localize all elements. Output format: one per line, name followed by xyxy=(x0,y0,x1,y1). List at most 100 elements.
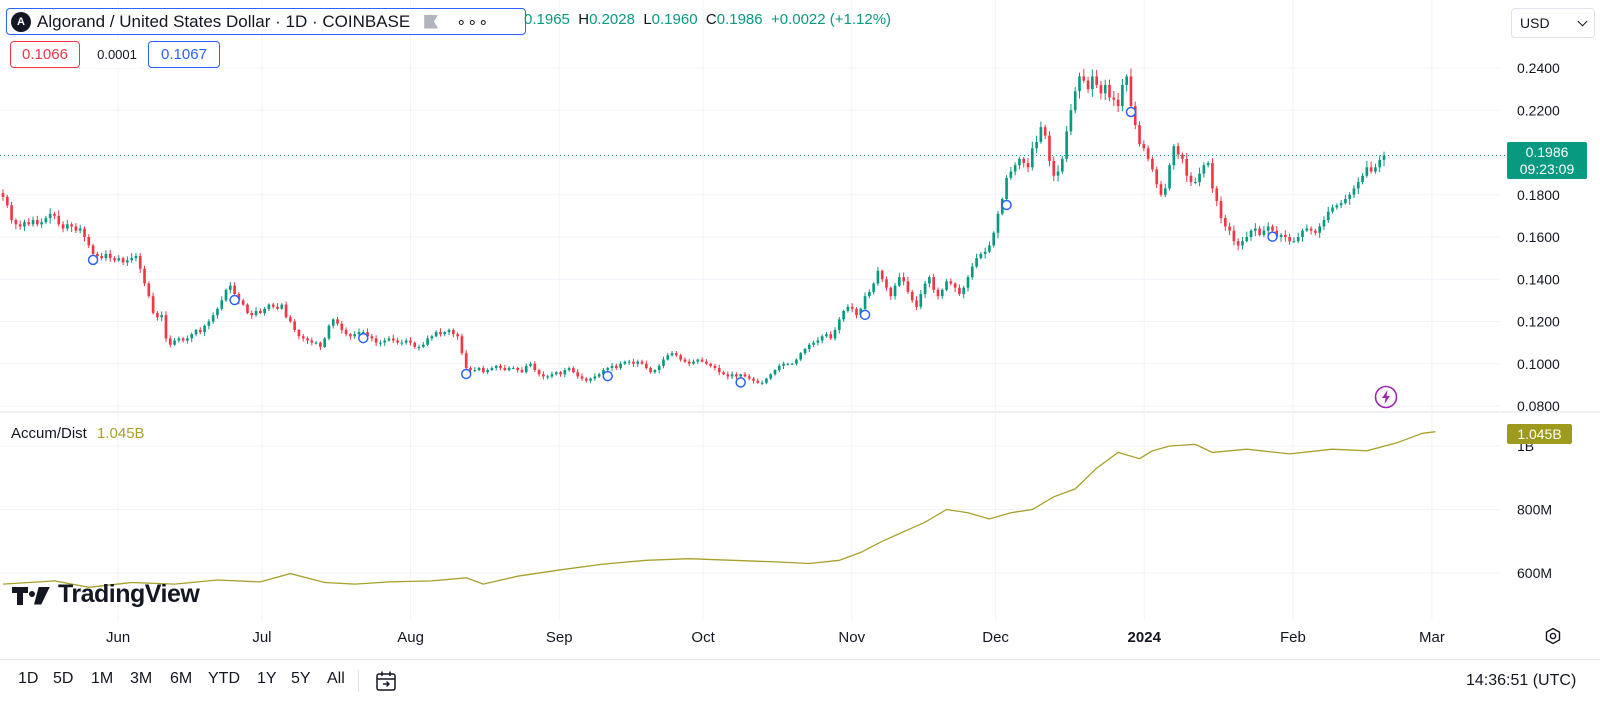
candle-body xyxy=(760,382,764,384)
candle xyxy=(1241,236,1244,250)
settings-icon[interactable] xyxy=(1544,627,1562,645)
utc-clock[interactable]: 14:36:51 (UTC) xyxy=(1466,672,1577,689)
candle xyxy=(396,337,399,345)
candle-body xyxy=(353,334,357,337)
flash-icon[interactable] xyxy=(1374,385,1398,409)
time-tick-label: Dec xyxy=(982,629,1009,646)
candle-body xyxy=(846,306,850,311)
candle xyxy=(10,201,13,224)
candle-body xyxy=(1318,226,1321,233)
candle xyxy=(1,189,5,201)
candle-body xyxy=(546,376,550,378)
candle xyxy=(563,367,567,378)
candle xyxy=(1211,158,1214,193)
candle xyxy=(267,303,271,312)
indicator-legend[interactable]: Accum/Dist 1.045B xyxy=(11,425,145,442)
candle-body xyxy=(1116,99,1120,107)
candle-body xyxy=(314,342,318,344)
candle xyxy=(1091,69,1094,97)
symbol-title-box[interactable]: A Algorand / United States Dollar · 1D ·… xyxy=(6,8,526,35)
close-value: 0.1986 xyxy=(716,11,763,28)
candle xyxy=(53,211,56,220)
flag-icon[interactable] xyxy=(424,14,439,29)
candle-body xyxy=(190,334,194,339)
candle xyxy=(550,371,554,379)
candle xyxy=(1232,225,1236,246)
candle-body xyxy=(1168,165,1171,189)
candle xyxy=(349,332,352,340)
range-button-1y[interactable]: 1Y xyxy=(257,670,277,687)
buy-price-button[interactable]: 0.1067 xyxy=(148,41,220,68)
candle-body xyxy=(855,308,858,316)
candle-body xyxy=(713,365,717,368)
range-button-5d[interactable]: 5D xyxy=(53,670,74,687)
calendar-range-icon[interactable] xyxy=(375,670,397,692)
candle xyxy=(1159,181,1163,197)
candle xyxy=(1309,226,1313,235)
range-button-5y[interactable]: 5Y xyxy=(291,670,311,687)
range-button-1d[interactable]: 1D xyxy=(18,670,39,687)
range-button-1m[interactable]: 1M xyxy=(91,670,114,687)
candle-body xyxy=(692,361,695,364)
range-button-3m[interactable]: 3M xyxy=(130,670,153,687)
candle-body xyxy=(979,253,983,259)
candle xyxy=(143,265,146,287)
candle xyxy=(520,367,524,374)
candle xyxy=(1348,192,1352,205)
candle-body xyxy=(306,338,309,341)
candle xyxy=(640,359,644,365)
candle xyxy=(306,336,309,345)
candle-body xyxy=(246,304,249,314)
candle xyxy=(537,368,541,377)
candle xyxy=(623,360,627,365)
tradingview-watermark: TradingView xyxy=(12,580,200,609)
candle-body xyxy=(833,329,837,339)
candle xyxy=(156,311,159,321)
candle-body xyxy=(1365,167,1369,176)
range-button-all[interactable]: All xyxy=(327,670,345,687)
candle-body xyxy=(623,361,627,364)
candle xyxy=(1052,156,1056,182)
candle xyxy=(100,252,103,261)
candle xyxy=(953,282,957,293)
range-button-ytd[interactable]: YTD xyxy=(208,670,240,687)
candle-body xyxy=(413,342,417,347)
candle xyxy=(78,224,82,234)
candle xyxy=(533,361,537,373)
candle xyxy=(524,363,528,374)
candle xyxy=(1279,233,1283,242)
candle xyxy=(1018,156,1021,170)
candle xyxy=(284,301,288,319)
candle-body xyxy=(430,336,434,339)
more-options-icon[interactable]: ∘∘∘ xyxy=(456,13,490,31)
candle-body xyxy=(1335,205,1339,208)
candle xyxy=(597,372,601,379)
candle xyxy=(1116,93,1120,113)
currency-select[interactable]: USD xyxy=(1511,8,1595,38)
low-label: L xyxy=(643,11,652,28)
candle xyxy=(413,341,417,349)
candle-body xyxy=(1236,241,1240,246)
candle-body xyxy=(512,367,515,369)
candle xyxy=(958,284,961,296)
sell-price-button[interactable]: 0.1066 xyxy=(10,41,80,68)
candle-body xyxy=(1202,165,1206,174)
candle-body xyxy=(374,338,378,343)
candle xyxy=(576,369,580,379)
candle xyxy=(1249,228,1253,241)
candle xyxy=(289,314,292,323)
candle xyxy=(1026,157,1030,173)
candle xyxy=(130,253,133,263)
event-marker xyxy=(358,332,369,344)
candle xyxy=(198,327,202,335)
candle-body xyxy=(662,359,665,366)
candle xyxy=(572,366,575,374)
candle-body xyxy=(447,329,451,333)
candle xyxy=(803,347,807,356)
candle-body xyxy=(1314,230,1317,233)
candle xyxy=(5,194,9,208)
candle xyxy=(1305,224,1309,233)
range-button-6m[interactable]: 6M xyxy=(170,670,193,687)
candle xyxy=(177,336,181,343)
